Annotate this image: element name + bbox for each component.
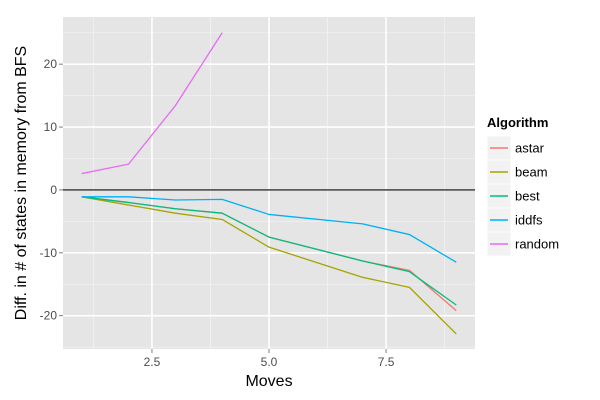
series-lines <box>81 32 457 335</box>
series-line-random <box>81 32 223 175</box>
y-tick-label: 20 <box>44 57 58 71</box>
legend-label-best: best <box>515 189 540 204</box>
legend-item-beam: beam <box>486 159 548 185</box>
x-tick-label: 5.0 <box>261 355 278 369</box>
y-tick-label: 10 <box>44 120 58 134</box>
legend-item-random: random <box>486 231 559 257</box>
x-tick-label: 2.5 <box>144 355 161 369</box>
series-line-iddfs <box>81 196 457 263</box>
legend-title: Algorithm <box>487 115 548 130</box>
legend-label-astar: astar <box>515 141 545 156</box>
legend: Algorithm astar beam best iddfs random <box>486 115 559 257</box>
y-axis-title: Diff. in # of states in memory from BFS <box>13 46 30 320</box>
legend-label-beam: beam <box>515 165 548 180</box>
x-tick-label: 7.5 <box>378 355 395 369</box>
legend-label-iddfs: iddfs <box>515 213 543 228</box>
legend-label-random: random <box>515 237 559 252</box>
legend-item-best: best <box>486 183 540 209</box>
legend-items: astar beam best iddfs random <box>486 135 559 257</box>
legend-item-iddfs: iddfs <box>486 207 543 233</box>
y-tick-label: -20 <box>40 309 58 323</box>
y-axis-ticks: -20 -10 0 10 20 <box>40 57 63 323</box>
series-line-beam <box>81 196 457 335</box>
legend-item-astar: astar <box>486 135 545 161</box>
y-tick-label: 0 <box>50 183 57 197</box>
y-tick-label: -10 <box>40 246 58 260</box>
x-axis-ticks: 2.5 5.0 7.5 <box>144 349 395 369</box>
x-axis-title: Moves <box>245 373 292 390</box>
series-line-best <box>81 196 457 306</box>
